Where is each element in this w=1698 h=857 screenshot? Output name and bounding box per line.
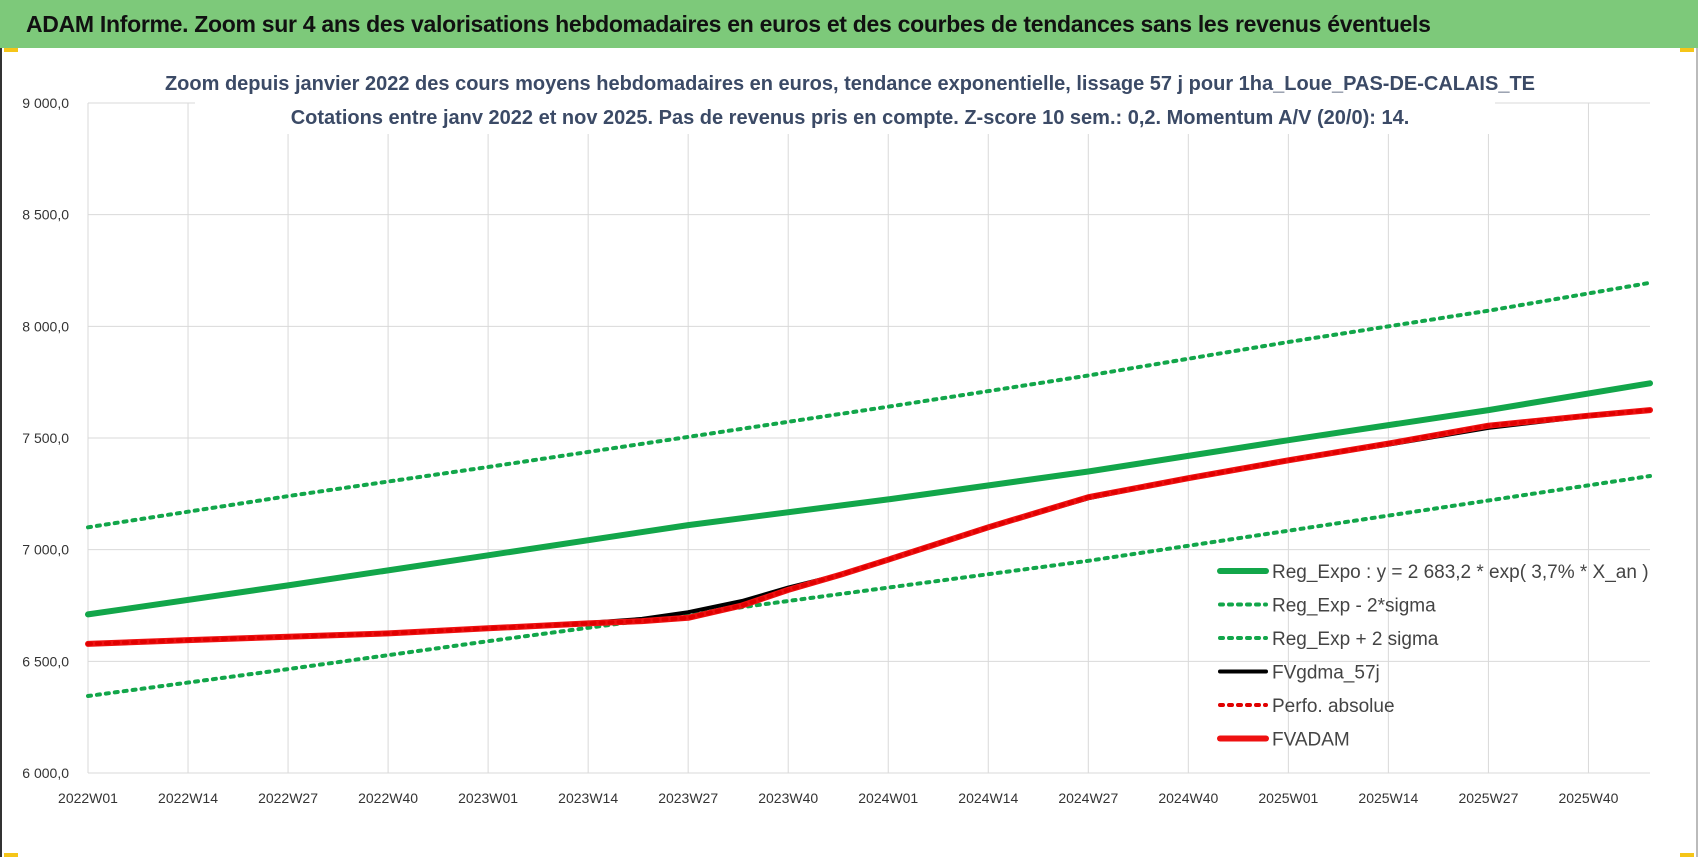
legend-label: Perfo. absolue	[1272, 696, 1395, 717]
y-axis-ticks: 6 000,0 6 500,0 7 000,0 7 500,0 8 000,0 8 500…	[22, 95, 69, 781]
y-tick-label: 8 500,0	[22, 207, 69, 223]
x-tick-label: 2025W40	[1558, 790, 1618, 806]
x-tick-label: 2022W27	[258, 790, 318, 806]
x-tick-label: 2024W14	[958, 790, 1018, 806]
series-layer	[85, 280, 1653, 698]
x-tick-label: 2023W14	[558, 790, 618, 806]
y-tick-label: 8 000,0	[22, 318, 69, 334]
x-tick-label: 2022W40	[358, 790, 418, 806]
grid-layer	[87, 102, 1650, 774]
chart-title-line2: Cotations entre janv 2022 et nov 2025. P…	[291, 107, 1410, 129]
x-tick-label: 2025W27	[1458, 790, 1518, 806]
series-line-0	[85, 380, 1653, 618]
chart-title-line1: Zoom depuis janvier 2022 des cours moyen…	[165, 73, 1535, 95]
y-tick-label: 7 500,0	[22, 430, 69, 446]
legend-label: Reg_Exp + 2 sigma	[1272, 629, 1439, 650]
y-tick-label: 6 500,0	[22, 653, 69, 669]
y-tick-label: 6 000,0	[22, 765, 69, 781]
banner-title: ADAM Informe. Zoom sur 4 ans des valoris…	[26, 10, 1431, 37]
x-tick-label: 2024W27	[1058, 790, 1118, 806]
x-tick-label: 2024W40	[1158, 790, 1218, 806]
y-tick-label: 7 000,0	[22, 542, 69, 558]
legend-label: FVADAM	[1272, 730, 1350, 751]
x-tick-label: 2023W01	[458, 790, 518, 806]
corner-marker-bottom-left	[4, 853, 18, 857]
legend: Reg_Expo : y = 2 683,2 * exp( 3,7% * X_a…	[1217, 562, 1649, 751]
corner-marker-bottom-right	[1680, 853, 1694, 857]
chart-frame	[0, 48, 1698, 857]
y-tick-label: 9 000,0	[22, 95, 69, 111]
x-tick-label: 2023W40	[758, 790, 818, 806]
x-tick-label: 2024W01	[858, 790, 918, 806]
x-tick-label: 2022W01	[58, 790, 118, 806]
legend-label: Reg_Exp - 2*sigma	[1272, 596, 1436, 617]
x-tick-label: 2023W27	[658, 790, 718, 806]
corner-marker-left	[4, 48, 18, 52]
series-line-1	[86, 474, 1652, 698]
report-banner: ADAM Informe. Zoom sur 4 ans des valoris…	[0, 0, 1698, 48]
x-tick-label: 2022W14	[158, 790, 218, 806]
series-line-4	[86, 408, 1652, 646]
series-line-2	[86, 280, 1652, 530]
x-tick-label: 2025W01	[1258, 790, 1318, 806]
title-background	[195, 62, 1495, 134]
x-axis-ticks: 2022W01 2022W14 2022W27 2022W40 2023W01 2023W…	[58, 790, 1619, 806]
legend-label: FVgdma_57j	[1272, 663, 1380, 684]
legend-label: Reg_Expo : y = 2 683,2 * exp( 3,7% * X_a…	[1272, 562, 1649, 583]
corner-marker-right	[1680, 48, 1694, 52]
x-tick-label: 2025W14	[1358, 790, 1418, 806]
